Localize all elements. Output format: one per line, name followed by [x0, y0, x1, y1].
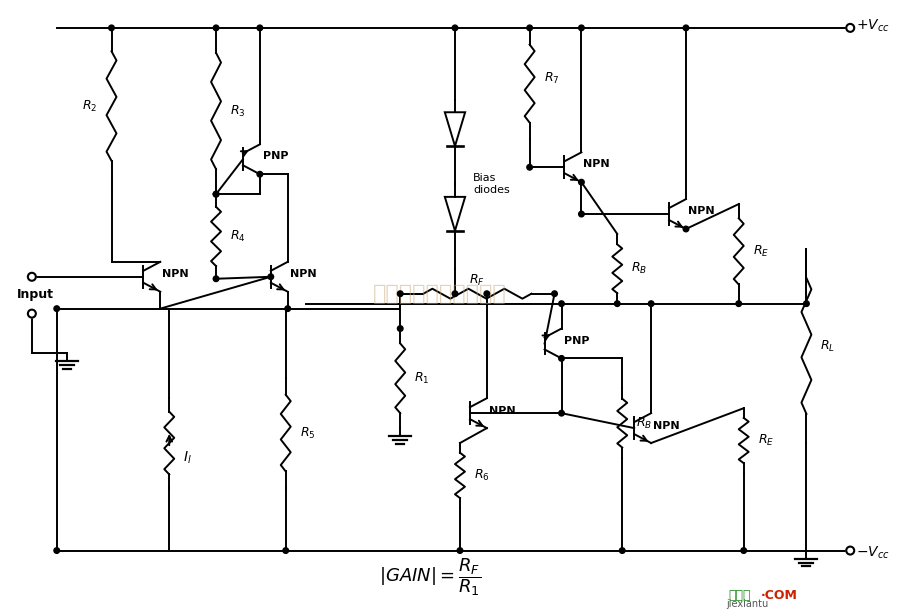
Circle shape — [683, 25, 689, 30]
Circle shape — [457, 548, 463, 553]
Circle shape — [257, 171, 262, 177]
Text: $-V_{cc}$: $-V_{cc}$ — [856, 544, 890, 561]
Text: $R_F$: $R_F$ — [469, 273, 485, 289]
Circle shape — [213, 192, 219, 197]
Text: $R_7$: $R_7$ — [544, 71, 559, 86]
Circle shape — [452, 25, 458, 30]
Circle shape — [846, 547, 854, 554]
Text: $R_B$: $R_B$ — [636, 415, 652, 431]
Text: $+V_{cc}$: $+V_{cc}$ — [856, 18, 890, 34]
Text: $I_l$: $I_l$ — [183, 450, 192, 466]
Circle shape — [579, 211, 584, 217]
Text: $R_1$: $R_1$ — [414, 371, 429, 386]
Circle shape — [527, 165, 532, 170]
Text: $|GAIN| = \dfrac{R_F}{R_1}$: $|GAIN| = \dfrac{R_F}{R_1}$ — [379, 556, 482, 598]
Circle shape — [846, 24, 854, 32]
Text: NPN: NPN — [162, 269, 189, 279]
Text: $R_3$: $R_3$ — [230, 104, 245, 118]
Circle shape — [257, 25, 262, 30]
Text: Input: Input — [17, 288, 54, 301]
Circle shape — [28, 310, 36, 318]
Circle shape — [54, 548, 60, 553]
Circle shape — [736, 301, 741, 306]
Text: NPN: NPN — [489, 406, 515, 416]
Circle shape — [54, 306, 60, 312]
Circle shape — [552, 291, 557, 296]
Circle shape — [213, 25, 219, 30]
Circle shape — [579, 25, 584, 30]
Circle shape — [558, 356, 565, 361]
Text: 接线图: 接线图 — [729, 589, 751, 602]
Text: ·COM: ·COM — [760, 589, 797, 602]
Text: Bias
diodes: Bias diodes — [473, 173, 510, 195]
Circle shape — [109, 25, 115, 30]
Text: 杭州将睹科技有限公司: 杭州将睹科技有限公司 — [373, 284, 507, 304]
Circle shape — [558, 301, 565, 306]
Text: PNP: PNP — [262, 151, 289, 161]
Text: NPN: NPN — [653, 421, 680, 431]
Circle shape — [398, 291, 403, 296]
Text: $R_L$: $R_L$ — [820, 339, 835, 354]
Circle shape — [620, 548, 625, 553]
Text: NPN: NPN — [290, 269, 317, 279]
Circle shape — [484, 291, 490, 296]
Circle shape — [683, 226, 689, 232]
Text: jiexiantu: jiexiantu — [726, 599, 768, 609]
Circle shape — [804, 301, 809, 306]
Text: $R_B$: $R_B$ — [631, 261, 648, 276]
Text: PNP: PNP — [564, 337, 589, 346]
Circle shape — [527, 25, 532, 30]
Text: $R_4$: $R_4$ — [230, 229, 245, 244]
Circle shape — [398, 326, 403, 331]
Text: $R_6$: $R_6$ — [474, 468, 490, 483]
Circle shape — [213, 276, 219, 282]
Circle shape — [213, 192, 219, 197]
Circle shape — [28, 273, 36, 281]
Text: NPN: NPN — [688, 206, 714, 216]
Circle shape — [452, 291, 458, 296]
Circle shape — [649, 301, 654, 306]
Text: $R_E$: $R_E$ — [752, 244, 769, 259]
Text: $R_2$: $R_2$ — [82, 98, 97, 113]
Circle shape — [558, 411, 565, 416]
Circle shape — [285, 306, 290, 312]
Circle shape — [283, 548, 289, 553]
Circle shape — [614, 301, 620, 306]
Circle shape — [268, 274, 273, 279]
Circle shape — [579, 179, 584, 185]
Circle shape — [741, 548, 747, 553]
Text: $R_5$: $R_5$ — [299, 426, 315, 440]
Text: NPN: NPN — [584, 159, 610, 169]
Text: $R_E$: $R_E$ — [758, 433, 774, 448]
